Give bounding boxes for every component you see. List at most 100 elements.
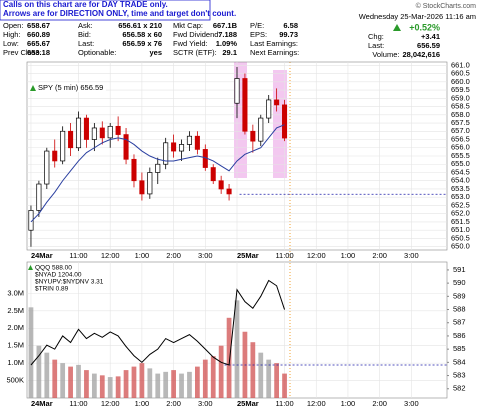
quote-label: Mkt Cap: <box>173 21 203 30</box>
quote-label: Fwd Dividend: <box>173 30 221 39</box>
candle-body <box>91 127 97 140</box>
x-tick-label: 11:00 <box>69 399 87 406</box>
y-tick-label: 660.5 <box>451 69 470 78</box>
y-tick-label: 1.5M <box>7 341 24 350</box>
y-tick-label: 655.5 <box>451 151 470 160</box>
quote-label: Ask: <box>78 21 93 30</box>
candle-body <box>194 135 200 150</box>
x-tick-label: 11:00 <box>69 251 87 260</box>
candle-body <box>242 78 248 132</box>
quote-value: 667.1B <box>213 21 238 30</box>
summary-label: Chg: <box>368 32 384 41</box>
volume-bar <box>44 352 50 398</box>
volume-bar <box>171 370 176 398</box>
x-tick-label: 2:00 <box>372 251 387 260</box>
x-tick-label: 11:00 <box>275 399 293 406</box>
quote-value: 656.58 x 60 <box>122 30 162 39</box>
volume-bar <box>282 373 287 398</box>
notice-box <box>0 0 211 21</box>
quote-table: Open: 658.67 Ask: 656.61 x 210 Mkt Cap: 667.1… <box>3 21 440 59</box>
volume-bar <box>60 363 66 398</box>
y-tick-label: 659.5 <box>451 85 470 94</box>
quote-label: Optionable: <box>78 48 116 57</box>
legend-icon <box>30 85 36 91</box>
y-tick-label: 651.0 <box>451 225 470 234</box>
x-tick-label: 24Mar <box>31 399 53 406</box>
quote-value: 658.67 <box>27 21 50 30</box>
quote-value: yes <box>149 48 162 57</box>
volume-bar <box>91 373 97 398</box>
volume-bar <box>123 370 129 398</box>
x-tick-label: 25Mar <box>237 251 259 260</box>
candle-body <box>186 135 192 145</box>
quote-value: 7.188 <box>218 30 237 39</box>
quote-value: 29.1 <box>222 48 237 57</box>
y-tick-label: 3.0M <box>7 288 24 297</box>
x-tick-label: 11:00 <box>275 251 293 260</box>
quote-label: EPS: <box>250 30 267 39</box>
candle-body <box>60 130 66 162</box>
y2-tick-label: 584 <box>453 357 466 366</box>
y2-tick-label: 585 <box>453 344 466 353</box>
quote-label: P/E: <box>250 21 264 30</box>
y-tick-label: 650.0 <box>451 242 470 251</box>
volume-bar <box>179 373 184 398</box>
y-tick-label: 653.0 <box>451 192 470 201</box>
volume-bar <box>163 371 169 398</box>
x-tick-label: 12:00 <box>307 251 326 260</box>
summary-label: Volume: <box>372 50 399 59</box>
price-line <box>30 279 286 366</box>
legend-icon <box>28 265 33 270</box>
plots: 24Mar 11:00 12:00 1:00 2:00 3:00 25Mar 11:00 12:… <box>6 60 469 406</box>
volume-bar <box>76 364 81 398</box>
candle-body <box>99 127 105 139</box>
y2-tick-label: 588 <box>453 305 466 314</box>
x-tick-label: 2:00 <box>166 251 181 260</box>
candle-body <box>282 104 288 139</box>
candle-body <box>107 125 113 139</box>
candle-body <box>123 134 129 160</box>
volume-bar <box>258 352 264 398</box>
y-tick-label: 659.0 <box>451 93 470 102</box>
y-tick-label: 654.5 <box>451 167 470 176</box>
quote-label: Last: <box>78 39 94 48</box>
candle-body <box>250 130 256 142</box>
y-tick-label: 500K <box>6 376 24 385</box>
x-tick-label: 1:00 <box>341 251 356 260</box>
legend-entry: SPY (5 min) 656.59 <box>38 83 103 92</box>
quote-label: High: <box>3 30 21 39</box>
up-arrow <box>393 24 401 31</box>
y2-tick-label: 587 <box>453 318 466 327</box>
y-tick-label: 653.5 <box>451 184 470 193</box>
quote-label: Fwd Yield: <box>173 39 208 48</box>
x-tick-label: 1:00 <box>135 399 150 406</box>
candle-body <box>68 130 74 149</box>
change-pct: +0.52% <box>409 22 440 32</box>
candle-body <box>274 99 280 106</box>
quote-label: Next Earnings: <box>250 48 299 57</box>
volume-bar <box>195 366 200 398</box>
x-tick-label: 3:00 <box>198 251 213 260</box>
candle-body <box>163 142 169 165</box>
quote-value: 653.18 <box>27 48 50 57</box>
quote-value: 665.67 <box>27 39 50 48</box>
candle-body <box>155 163 161 173</box>
x-tick-label: 25Mar <box>237 399 259 406</box>
x-tick-label: 12:00 <box>101 251 120 260</box>
volume-bar <box>226 317 232 398</box>
y-tick-label: 1.0M <box>7 358 24 367</box>
volume-bar <box>131 366 137 398</box>
candle-body <box>83 117 89 140</box>
volume-bar <box>250 342 256 398</box>
y-tick-label: 655.0 <box>451 159 470 168</box>
quote-value: 656.61 x 210 <box>118 21 162 30</box>
notice-line: Calls on this chart are for DAY TRADE on… <box>3 0 168 9</box>
candle-body <box>131 158 137 182</box>
candle-body <box>115 125 121 135</box>
candle-body <box>178 144 185 152</box>
quote-label: Bid: <box>78 30 91 39</box>
y-tick-label: 657.0 <box>451 126 470 135</box>
quote-value: 660.89 <box>27 30 50 39</box>
quote-value: 656.59 x 76 <box>122 39 162 48</box>
